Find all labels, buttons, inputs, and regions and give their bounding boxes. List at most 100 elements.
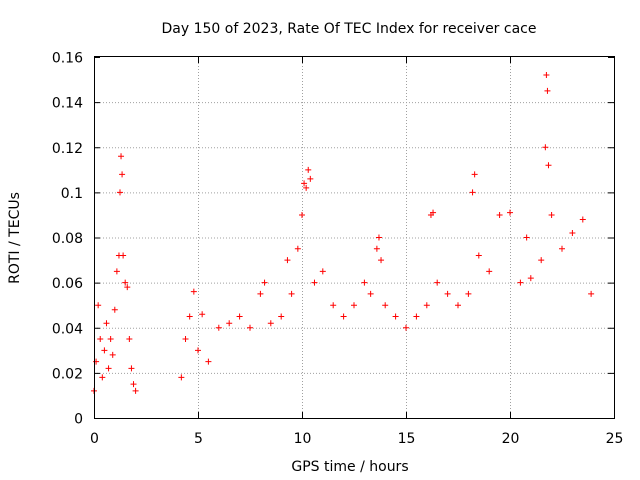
data-point xyxy=(261,279,268,286)
data-point xyxy=(215,324,222,331)
data-points xyxy=(91,72,595,394)
data-point xyxy=(257,290,264,297)
data-point xyxy=(195,347,201,354)
data-point xyxy=(403,324,409,331)
data-point xyxy=(496,211,503,218)
data-point xyxy=(538,257,545,264)
data-point xyxy=(119,171,126,178)
data-point xyxy=(111,306,118,313)
data-point xyxy=(236,313,243,320)
data-point xyxy=(107,336,114,343)
y-tick-label: 0.06 xyxy=(52,276,83,292)
data-point xyxy=(486,268,493,275)
data-point xyxy=(543,72,550,79)
data-point xyxy=(97,336,104,343)
y-axis-title: ROTI / TECUs xyxy=(7,192,23,284)
y-tick-label: 0.14 xyxy=(52,96,83,112)
x-tick-label: 15 xyxy=(398,431,416,447)
y-tick-label: 0.02 xyxy=(52,366,83,382)
data-point xyxy=(199,311,206,318)
data-point xyxy=(351,302,357,309)
data-point xyxy=(101,347,108,354)
chart-title: Day 150 of 2023, Rate Of TEC Index for r… xyxy=(162,21,537,37)
data-point xyxy=(113,268,120,275)
data-point xyxy=(413,313,420,320)
data-point xyxy=(430,209,437,216)
data-point xyxy=(122,279,129,286)
data-point xyxy=(301,180,308,187)
data-point xyxy=(588,290,595,297)
data-point xyxy=(475,252,482,259)
data-point xyxy=(330,302,337,309)
x-tick-label: 20 xyxy=(502,431,520,447)
x-axis-title: GPS time / hours xyxy=(291,459,408,475)
data-point xyxy=(471,171,478,178)
x-tick-label: 10 xyxy=(294,431,312,447)
data-point xyxy=(545,162,552,169)
data-point xyxy=(311,279,318,286)
data-point xyxy=(523,234,530,241)
data-point xyxy=(205,358,212,365)
data-point xyxy=(465,290,472,297)
data-point xyxy=(340,313,347,320)
data-point xyxy=(294,245,301,252)
data-point xyxy=(455,302,461,309)
data-point xyxy=(559,245,565,252)
data-point xyxy=(288,290,295,297)
data-point xyxy=(124,284,131,291)
x-tick-label: 25 xyxy=(606,431,624,447)
data-point xyxy=(444,290,451,297)
data-point xyxy=(105,365,112,372)
y-tick-label: 0.08 xyxy=(52,231,83,247)
data-point xyxy=(319,268,326,275)
data-point xyxy=(527,275,534,282)
data-point xyxy=(469,189,476,196)
data-point xyxy=(182,336,189,343)
data-point xyxy=(373,245,380,252)
data-point xyxy=(579,216,586,223)
data-point xyxy=(382,302,389,309)
grid-lines xyxy=(94,57,614,418)
y-tick-label: 0.12 xyxy=(52,141,83,157)
data-point xyxy=(542,144,549,151)
data-point xyxy=(99,374,106,381)
data-point xyxy=(367,290,374,297)
data-point xyxy=(307,175,314,182)
data-point xyxy=(109,351,116,358)
data-point xyxy=(392,313,399,320)
data-point xyxy=(95,302,102,309)
data-point xyxy=(247,324,253,331)
data-point xyxy=(267,320,274,327)
data-point xyxy=(118,153,125,160)
y-tick-label: 0.16 xyxy=(52,51,83,67)
data-point xyxy=(278,313,285,320)
data-point xyxy=(423,302,430,309)
data-point xyxy=(103,320,110,327)
data-point xyxy=(117,189,123,196)
y-tick-labels: 0 0.02 0.04 0.06 0.08 0.1 0.12 0.14 0.16 xyxy=(52,51,83,428)
x-tick-label: 5 xyxy=(194,431,203,447)
data-point xyxy=(375,234,382,241)
data-point xyxy=(569,229,576,236)
data-point xyxy=(361,279,368,286)
data-point xyxy=(178,374,185,381)
x-tick-label: 0 xyxy=(90,431,99,447)
data-point xyxy=(548,211,555,218)
data-point xyxy=(378,257,385,264)
data-point xyxy=(190,288,197,295)
y-tick-label: 0.1 xyxy=(61,186,83,202)
data-point xyxy=(132,387,139,394)
data-point xyxy=(186,313,193,320)
data-point xyxy=(130,381,137,388)
data-point xyxy=(517,279,524,286)
data-point xyxy=(544,87,551,94)
data-point xyxy=(284,257,291,264)
data-point xyxy=(120,252,127,259)
data-point xyxy=(126,336,133,343)
data-point xyxy=(226,320,233,327)
x-tick-labels: 0 5 10 15 20 25 xyxy=(90,431,623,447)
data-point xyxy=(303,184,310,191)
data-point xyxy=(434,279,441,286)
y-tick-label: 0 xyxy=(74,412,83,428)
